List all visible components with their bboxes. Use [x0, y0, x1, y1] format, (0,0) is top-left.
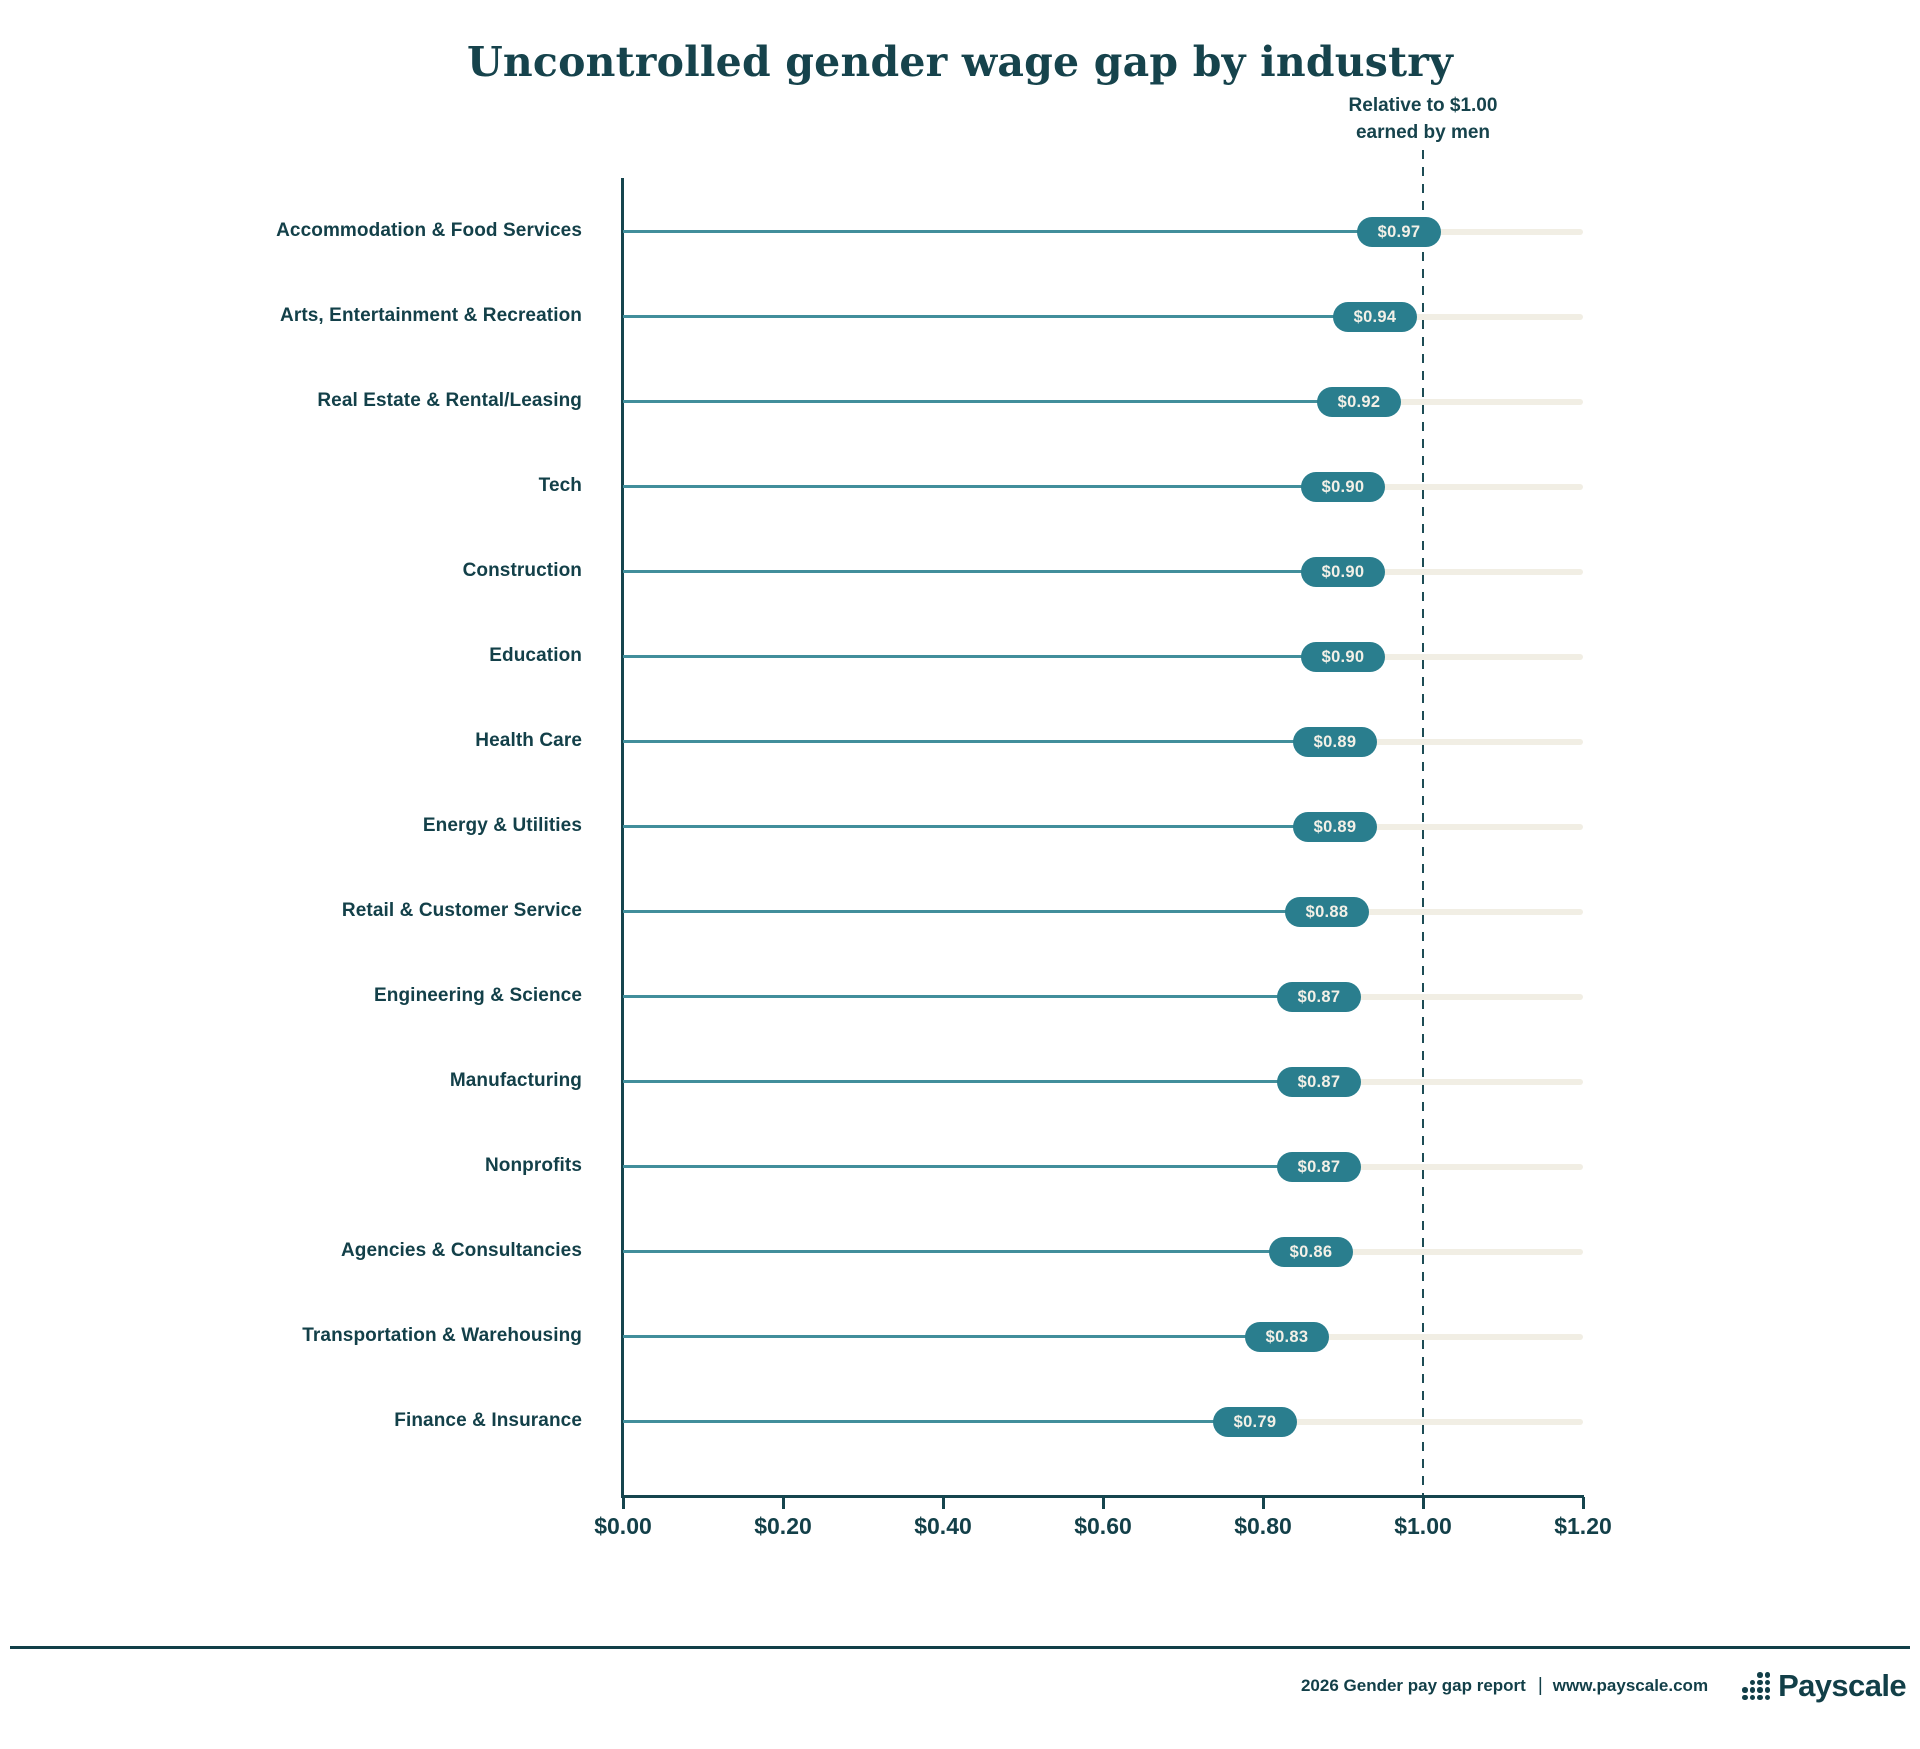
x-axis-tick-label: $0.00 — [594, 1513, 652, 1539]
value-badge: $0.97 — [1357, 217, 1441, 247]
bar-line — [623, 825, 1335, 828]
value-badge: $0.83 — [1245, 1322, 1329, 1352]
category-label: Health Care — [475, 730, 582, 751]
category-label: Accommodation & Food Services — [276, 220, 582, 241]
y-axis-line — [621, 178, 624, 1497]
footer-url: www.payscale.com — [1552, 1676, 1709, 1695]
bar-line — [623, 1165, 1319, 1168]
x-axis-tick-label: $0.20 — [754, 1513, 812, 1539]
x-axis-tick-label: $0.80 — [1234, 1513, 1292, 1539]
bar-line — [623, 655, 1343, 658]
bar-track — [1327, 909, 1583, 915]
category-label: Engineering & Science — [374, 985, 582, 1006]
value-badge: $0.88 — [1285, 897, 1369, 927]
value-badge: $0.79 — [1213, 1407, 1297, 1437]
x-axis-tick-label: $1.00 — [1394, 1513, 1452, 1539]
payscale-logo-wordmark: Payscale — [1778, 1668, 1907, 1703]
category-label: Tech — [538, 475, 582, 496]
category-label: Education — [489, 645, 582, 666]
value-badge: $0.87 — [1277, 1067, 1361, 1097]
footer-text: 2026 Gender pay gap report | www.payscale.… — [1301, 1675, 1708, 1697]
value-badge: $0.89 — [1293, 812, 1377, 842]
bar-track — [1359, 399, 1583, 405]
value-badge: $0.90 — [1301, 472, 1385, 502]
bar-line — [623, 995, 1319, 998]
x-axis-tick-mark — [782, 1497, 785, 1509]
value-badge: $0.90 — [1301, 642, 1385, 672]
x-axis-tick-mark — [622, 1497, 625, 1509]
bar-track — [1375, 314, 1583, 320]
category-label: Retail & Customer Service — [341, 900, 582, 921]
bar-line — [623, 485, 1343, 488]
bar-line — [623, 910, 1327, 913]
category-label: Manufacturing — [449, 1070, 582, 1091]
reference-line-label-line1: Relative to $1.00 — [1348, 95, 1498, 116]
value-badge: $0.94 — [1333, 302, 1417, 332]
x-axis-tick-mark — [1582, 1497, 1585, 1509]
bar-line — [623, 1250, 1311, 1253]
category-label: Finance & Insurance — [394, 1410, 582, 1431]
x-axis-tick-mark — [1422, 1497, 1425, 1509]
bar-line — [623, 1335, 1287, 1338]
value-badge: $0.87 — [1277, 982, 1361, 1012]
x-axis-line — [621, 1495, 1584, 1498]
category-label: Real Estate & Rental/Leasing — [317, 390, 582, 411]
x-axis-tick-mark — [942, 1497, 945, 1509]
bar-line — [623, 740, 1335, 743]
bar-line — [623, 400, 1359, 403]
x-axis-tick-mark — [1102, 1497, 1105, 1509]
footer-separator: | — [1537, 1675, 1543, 1696]
x-axis-tick-label: $0.60 — [1074, 1513, 1132, 1539]
bar-track — [1343, 654, 1583, 660]
footer-divider — [10, 1646, 1910, 1649]
reference-line-label-line2: earned by men — [1355, 122, 1491, 143]
footer-report-label: 2026 Gender pay gap report — [1300, 1676, 1526, 1695]
value-badge: $0.90 — [1301, 557, 1385, 587]
bar-track — [1343, 484, 1583, 490]
bar-track — [1311, 1249, 1583, 1255]
bar-line — [623, 315, 1375, 318]
category-label: Construction — [462, 560, 582, 581]
value-badge: $0.89 — [1293, 727, 1377, 757]
bar-line — [623, 230, 1399, 233]
bar-track — [1319, 994, 1583, 1000]
bar-line — [623, 1420, 1255, 1423]
reference-line-label: Relative to $1.00 earned by men — [1273, 92, 1573, 146]
bar-track — [1335, 739, 1583, 745]
x-axis-tick-mark — [1262, 1497, 1265, 1509]
chart-title: Uncontrolled gender wage gap by industry — [466, 38, 1454, 86]
bar-line — [623, 570, 1343, 573]
bar-track — [1335, 824, 1583, 830]
category-label: Agencies & Consultancies — [340, 1240, 582, 1261]
category-label: Transportation & Warehousing — [302, 1325, 582, 1346]
category-label: Nonprofits — [484, 1155, 582, 1176]
reference-line — [1422, 150, 1424, 1495]
payscale-logo: Payscale — [1742, 1668, 1907, 1704]
bar-track — [1343, 569, 1583, 575]
footer: 2026 Gender pay gap report | www.payscale.… — [1301, 1656, 1907, 1716]
value-badge: $0.87 — [1277, 1152, 1361, 1182]
x-axis-tick-label: $0.40 — [914, 1513, 972, 1539]
bar-line — [623, 1080, 1319, 1083]
category-label: Energy & Utilities — [422, 815, 582, 836]
bar-track — [1399, 229, 1583, 235]
value-badge: $0.86 — [1269, 1237, 1353, 1267]
value-badge: $0.92 — [1317, 387, 1401, 417]
x-axis-tick-label: $1.20 — [1554, 1513, 1612, 1539]
category-label: Arts, Entertainment & Recreation — [280, 305, 582, 326]
payscale-logo-icon — [1742, 1672, 1771, 1700]
bar-track — [1319, 1164, 1583, 1170]
bar-track — [1287, 1334, 1583, 1340]
bar-track — [1319, 1079, 1583, 1085]
bar-track — [1255, 1419, 1583, 1425]
